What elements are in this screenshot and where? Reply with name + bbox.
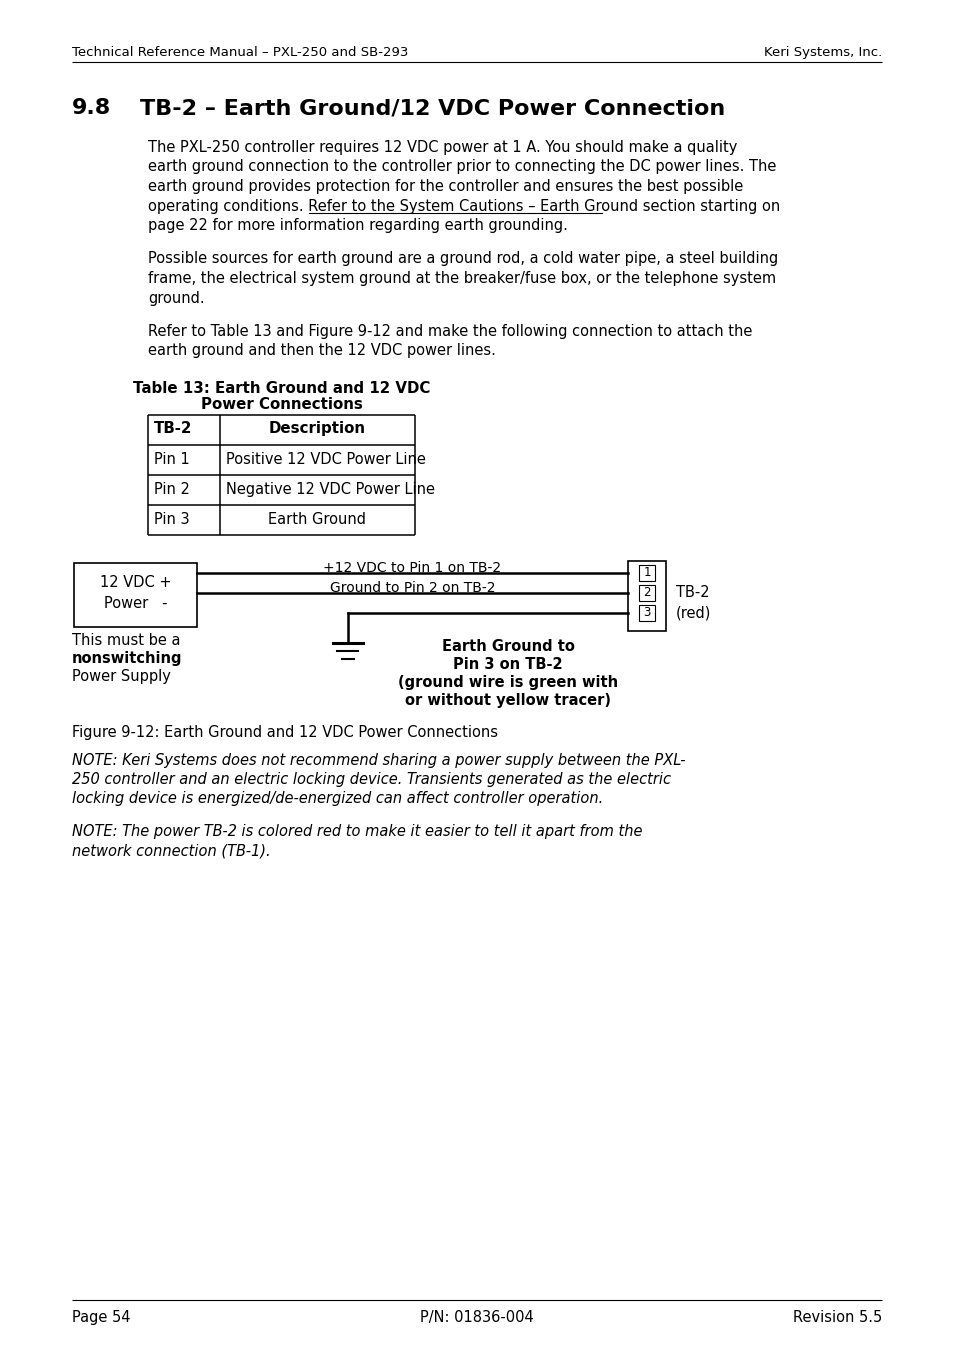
Text: locking device is energized/de-energized can affect controller operation.: locking device is energized/de-energized… — [71, 790, 602, 807]
Text: 2: 2 — [642, 586, 650, 600]
Text: earth ground and then the 12 VDC power lines.: earth ground and then the 12 VDC power l… — [148, 343, 496, 358]
Text: Keri Systems, Inc.: Keri Systems, Inc. — [763, 46, 882, 59]
Text: operating conditions. Refer to the System Cautions – Earth Ground section starti: operating conditions. Refer to the Syste… — [148, 199, 780, 213]
Text: Ground to Pin 2 on TB-2: Ground to Pin 2 on TB-2 — [330, 581, 495, 594]
Text: TB-2: TB-2 — [676, 585, 709, 600]
Text: Pin 3 on TB-2: Pin 3 on TB-2 — [453, 657, 562, 671]
Text: Power Supply: Power Supply — [71, 669, 171, 684]
Text: Table 13: Earth Ground and 12 VDC: Table 13: Earth Ground and 12 VDC — [132, 381, 430, 396]
Text: frame, the electrical system ground at the breaker/fuse box, or the telephone sy: frame, the electrical system ground at t… — [148, 272, 776, 286]
Text: Figure 9-12: Earth Ground and 12 VDC Power Connections: Figure 9-12: Earth Ground and 12 VDC Pow… — [71, 725, 497, 740]
Text: +12 VDC to Pin 1 on TB-2: +12 VDC to Pin 1 on TB-2 — [323, 561, 501, 576]
Text: 250 controller and an electric locking device. Transients generated as the elect: 250 controller and an electric locking d… — [71, 771, 670, 788]
Bar — [639, 565, 655, 581]
Text: 9.8: 9.8 — [71, 99, 112, 118]
Text: Power   -: Power - — [104, 596, 167, 611]
Text: 1: 1 — [642, 566, 650, 580]
Text: page 22 for more information regarding earth grounding.: page 22 for more information regarding e… — [148, 218, 567, 232]
Text: Earth Ground: Earth Ground — [268, 512, 366, 527]
Text: Description: Description — [269, 422, 366, 436]
Text: Pin 3: Pin 3 — [153, 512, 190, 527]
Bar — [74, 563, 196, 627]
Text: P/N: 01836-004: P/N: 01836-004 — [419, 1310, 534, 1325]
Text: Revision 5.5: Revision 5.5 — [792, 1310, 882, 1325]
Text: NOTE: The power TB-2 is colored red to make it easier to tell it apart from the: NOTE: The power TB-2 is colored red to m… — [71, 824, 641, 839]
Bar — [639, 585, 655, 601]
Text: Pin 1: Pin 1 — [153, 453, 190, 467]
Text: Negative 12 VDC Power Line: Negative 12 VDC Power Line — [226, 482, 435, 497]
Text: ground.: ground. — [148, 290, 204, 305]
Text: 3: 3 — [642, 607, 650, 620]
Text: NOTE: Keri Systems does not recommend sharing a power supply between the PXL-: NOTE: Keri Systems does not recommend sh… — [71, 753, 685, 767]
Text: Power Connections: Power Connections — [200, 397, 362, 412]
Text: 12 VDC +: 12 VDC + — [100, 576, 172, 590]
Text: Earth Ground to: Earth Ground to — [441, 639, 574, 654]
Text: earth ground connection to the controller prior to connecting the DC power lines: earth ground connection to the controlle… — [148, 159, 776, 174]
Text: This must be a: This must be a — [71, 634, 180, 648]
Text: Possible sources for earth ground are a ground rod, a cold water pipe, a steel b: Possible sources for earth ground are a … — [148, 251, 778, 266]
Text: or without yellow tracer): or without yellow tracer) — [405, 693, 610, 708]
Text: Page 54: Page 54 — [71, 1310, 131, 1325]
Text: TB-2: TB-2 — [153, 422, 193, 436]
Text: network connection (TB-1).: network connection (TB-1). — [71, 843, 271, 858]
Bar — [627, 561, 665, 631]
Text: earth ground provides protection for the controller and ensures the best possibl: earth ground provides protection for the… — [148, 178, 742, 195]
Text: Positive 12 VDC Power Line: Positive 12 VDC Power Line — [226, 453, 425, 467]
Text: (red): (red) — [676, 605, 711, 620]
Text: Pin 2: Pin 2 — [153, 482, 190, 497]
Bar — [639, 605, 655, 621]
Text: (ground wire is green with: (ground wire is green with — [397, 676, 618, 690]
Text: The PXL-250 controller requires 12 VDC power at 1 A. You should make a quality: The PXL-250 controller requires 12 VDC p… — [148, 141, 737, 155]
Text: Refer to Table 13 and Figure 9-12 and make the following connection to attach th: Refer to Table 13 and Figure 9-12 and ma… — [148, 324, 752, 339]
Text: TB-2 – Earth Ground/12 VDC Power Connection: TB-2 – Earth Ground/12 VDC Power Connect… — [140, 99, 724, 118]
Text: nonswitching: nonswitching — [71, 651, 182, 666]
Text: Technical Reference Manual – PXL-250 and SB-293: Technical Reference Manual – PXL-250 and… — [71, 46, 408, 59]
